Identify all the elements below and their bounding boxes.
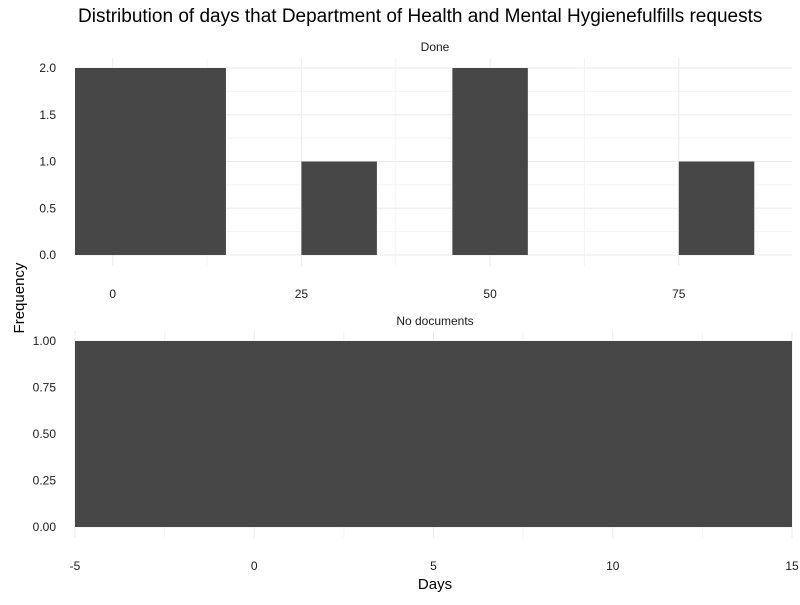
y-tick-label: 0.25 — [33, 474, 57, 488]
x-tick-label: 25 — [295, 287, 309, 301]
x-tick-label: 50 — [483, 287, 497, 301]
panel-done: 0.0 0.5 1.0 1.5 2.0 0 25 50 75 — [39, 58, 792, 301]
x-tick-label: 5 — [430, 559, 437, 573]
histogram-bar — [301, 161, 377, 255]
y-tick-label: 1.5 — [39, 108, 56, 122]
y-tick-label: 2.0 — [39, 61, 56, 75]
y-tick-label: 0.75 — [33, 381, 57, 395]
y-tick-label: 0.50 — [33, 427, 57, 441]
x-tick-label: 10 — [606, 559, 620, 573]
chart-title: Distribution of days that Department of … — [78, 6, 762, 27]
y-tick-label: 1.00 — [33, 334, 57, 348]
y-tick-label: 0.5 — [39, 201, 56, 215]
y-tick-label: 0.00 — [33, 520, 57, 534]
y-tick-label: 1.0 — [39, 155, 56, 169]
x-tick-label: 75 — [672, 287, 686, 301]
x-tick-label: 0 — [251, 559, 258, 573]
y-axis-title: Frequency — [11, 262, 28, 333]
histogram-bar — [452, 68, 528, 255]
panel-no-documents: 0.00 0.25 0.50 0.75 1.00 -5 0 5 10 15 — [33, 331, 799, 573]
panel-strip-no-documents: No documents — [396, 314, 473, 328]
x-axis-title: Days — [418, 576, 452, 593]
x-tick-label: 0 — [109, 287, 116, 301]
histogram-bar — [75, 68, 226, 255]
x-tick-label: -5 — [70, 559, 81, 573]
histogram-bar — [678, 161, 755, 255]
histogram-bar — [75, 341, 792, 527]
panel-strip-done: Done — [421, 40, 450, 54]
x-tick-label: 15 — [785, 559, 799, 573]
y-tick-label: 0.0 — [39, 248, 56, 262]
